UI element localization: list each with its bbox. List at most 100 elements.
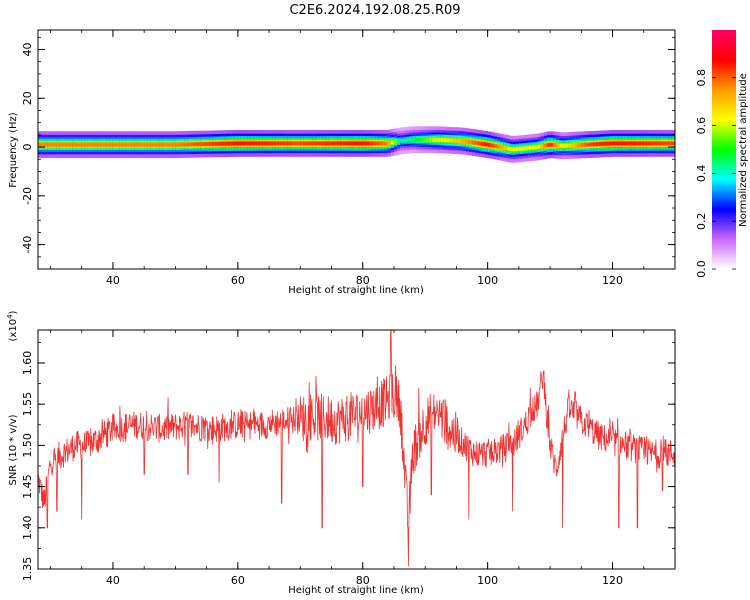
- heat-core-cell: [668, 142, 673, 145]
- spectrogram-y-tick-label: -40: [21, 236, 34, 254]
- heat-core-cell: [515, 147, 520, 151]
- heat-core-cell: [81, 143, 86, 146]
- heat-core-cell: [347, 142, 351, 145]
- heat-core-cell: [172, 143, 176, 146]
- heat-core-cell: [269, 142, 273, 145]
- heat-core-cell: [518, 147, 523, 150]
- heat-core-cell: [628, 142, 632, 145]
- heat-core-cell: [450, 139, 454, 142]
- heat-core-cell: [328, 142, 333, 145]
- heat-core-cell: [453, 139, 458, 142]
- heat-core-cell: [272, 142, 276, 145]
- heat-core-cell: [265, 142, 270, 145]
- heat-core-cell: [431, 138, 436, 141]
- heat-core-cell: [212, 142, 217, 146]
- heat-core-cell: [393, 140, 398, 144]
- heat-core-cell: [169, 143, 173, 146]
- snr-y-tick-label: 1.40: [21, 516, 34, 541]
- spectrogram-y-axis-label: Frequency (Hz): [8, 112, 19, 188]
- heat-core-cell: [153, 143, 158, 146]
- heat-core-cell: [72, 143, 77, 146]
- heat-core-cell: [319, 142, 323, 145]
- heat-core-cell: [493, 144, 498, 148]
- heat-core-cell: [534, 145, 539, 149]
- spectrogram-y-tick-label: 40: [21, 43, 34, 57]
- heat-core-cell: [659, 142, 664, 145]
- heat-core-cell: [418, 138, 423, 141]
- heat-core-cell: [200, 142, 205, 146]
- heat-core-cell: [234, 142, 239, 145]
- heat-core-cell: [437, 138, 442, 142]
- heat-core-cell: [284, 142, 289, 145]
- heat-core-cell: [531, 146, 536, 149]
- heat-core-cell: [556, 144, 561, 147]
- heat-core-cell: [462, 139, 467, 143]
- heat-core-cell: [625, 142, 629, 145]
- heat-core-cell: [447, 139, 451, 142]
- spectrogram-x-tick-label: 100: [477, 274, 498, 287]
- colorbar-label: Normalized spectral amplitude: [738, 73, 749, 227]
- heat-core-cell: [465, 140, 470, 143]
- heat-core-cell: [559, 144, 564, 147]
- heat-core-cell: [187, 143, 192, 146]
- heat-core-cell: [231, 142, 236, 145]
- heat-core-cell: [275, 142, 280, 145]
- heat-core-cell: [240, 142, 245, 145]
- heat-core-cell: [368, 142, 373, 145]
- heat-core-cell: [306, 142, 311, 145]
- heat-core-cell: [472, 141, 476, 144]
- heat-core-cell: [181, 143, 186, 146]
- figure-title: C2E6.2024.192.08.25.R09: [289, 3, 460, 18]
- heat-core-cell: [244, 142, 248, 145]
- heat-core-cell: [581, 143, 586, 147]
- snr-y-tick-label: 1.50: [21, 433, 34, 458]
- heat-core-cell: [665, 142, 670, 145]
- heat-core-cell: [562, 144, 567, 147]
- snr-y-tick-label: 1.35: [21, 557, 34, 582]
- heat-core-cell: [646, 142, 651, 145]
- colorbar-gradient: [712, 30, 736, 269]
- heat-core-cell: [150, 143, 155, 146]
- heat-core-cell: [137, 143, 142, 146]
- heat-core-cell: [571, 144, 576, 147]
- colorbar-tick-label: 0.6: [695, 117, 708, 135]
- spectrogram-y-tick-label: -20: [21, 187, 34, 205]
- heat-core-cell: [106, 143, 111, 146]
- heat-core-cell: [50, 143, 55, 146]
- heat-core-cell: [618, 142, 623, 145]
- heat-core-cell: [237, 142, 242, 145]
- heat-core-cell: [609, 142, 614, 145]
- snr-y-axis-label: SNR (10 * v/v): [8, 414, 19, 485]
- heat-core-cell: [615, 142, 620, 145]
- heat-core-cell: [456, 139, 461, 142]
- heat-core-cell: [91, 143, 95, 146]
- heat-core-cell: [381, 142, 386, 145]
- heat-core-cell: [362, 142, 367, 145]
- heat-core-cell: [553, 143, 557, 147]
- heat-core-cell: [500, 146, 504, 149]
- colorbar-tick-label: 0.2: [695, 212, 708, 230]
- heat-core-cell: [141, 143, 145, 146]
- heat-core-cell: [122, 143, 127, 146]
- heat-core-cell: [56, 143, 61, 146]
- spectrogram-x-tick-labels: 40 60 80 100 120: [106, 274, 623, 287]
- heat-core-cell: [119, 143, 123, 146]
- heat-core-cell: [481, 142, 486, 146]
- heat-core-cell: [281, 142, 286, 145]
- heat-core-cell: [228, 142, 233, 145]
- snr-x-tick-label: 40: [106, 574, 120, 587]
- heat-core-cell: [606, 142, 611, 145]
- heat-core-cell: [640, 142, 645, 145]
- spectrogram-x-tick-label: 60: [231, 274, 245, 287]
- heat-core-cell: [259, 142, 264, 145]
- snr-y-scale-prefix: (x10: [8, 319, 19, 342]
- spectrogram-frame: [37, 29, 676, 270]
- colorbar-tick-label: 0.8: [695, 69, 708, 87]
- heat-core-cell: [375, 142, 379, 145]
- heat-core-cell: [506, 147, 511, 150]
- heat-core-cell: [44, 143, 48, 146]
- heat-core-cell: [459, 139, 464, 143]
- heat-core-cell: [197, 142, 201, 146]
- snr-series-line: [38, 330, 675, 567]
- heat-core-cell: [359, 142, 364, 145]
